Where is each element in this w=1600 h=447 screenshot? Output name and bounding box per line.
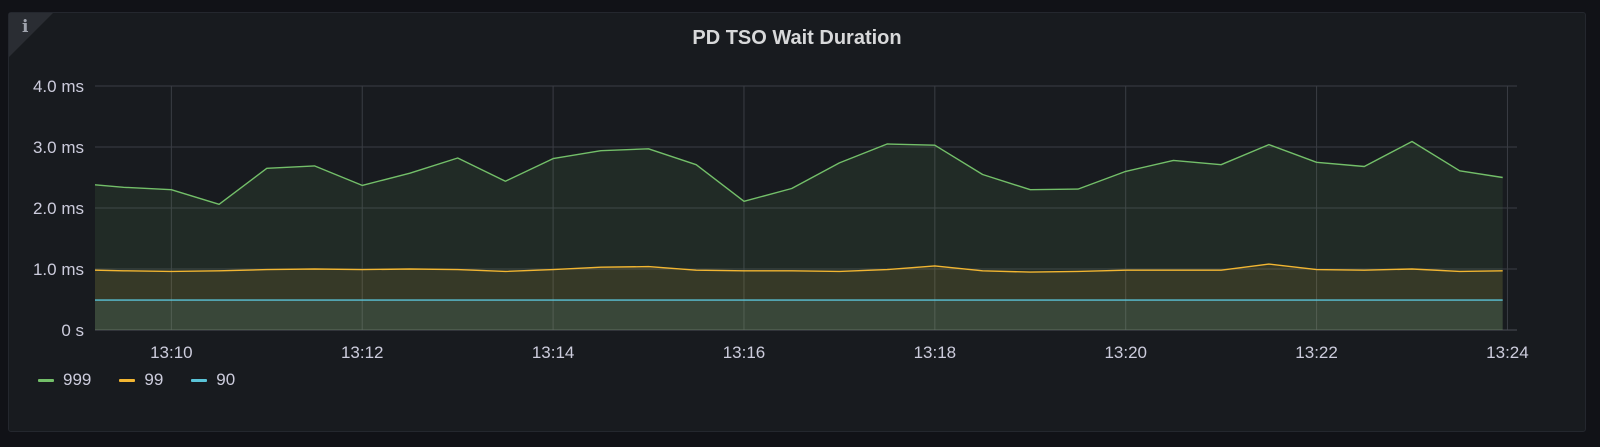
legend-swatch	[119, 378, 136, 382]
x-tick-label: 13:20	[1104, 343, 1147, 362]
x-tick-label: 13:12	[341, 343, 384, 362]
panel-info-corner[interactable]	[9, 13, 53, 57]
series-line-99[interactable]	[94, 263, 1503, 273]
y-tick-label: 2.0 ms	[33, 199, 84, 218]
y-tick-label: 4.0 ms	[33, 77, 84, 96]
x-tick-label: 13:10	[150, 343, 193, 362]
series-area-90	[95, 300, 1503, 330]
x-tick-label: 13:22	[1295, 343, 1338, 362]
legend-label: 99	[144, 370, 164, 389]
y-tick-label: 1.0 ms	[33, 260, 84, 279]
x-axis: 13:10 13:12 13:14 13:16 13:18 13:20 13:22 13:24	[150, 343, 1529, 362]
legend-item-99[interactable]: 99	[119, 370, 163, 390]
series-line-999[interactable]	[94, 140, 1503, 205]
y-tick-label: 0 s	[61, 321, 84, 340]
x-tick-label: 13:24	[1486, 343, 1529, 362]
info-icon[interactable]: i	[22, 17, 29, 37]
panel-title[interactable]: PD TSO Wait Duration	[692, 27, 902, 49]
x-tick-label: 13:14	[532, 343, 575, 362]
legend: 999 99 90	[38, 370, 235, 390]
series-area-999	[95, 141, 1503, 330]
chart-grid	[95, 85, 1517, 331]
x-tick-label: 13:16	[723, 343, 766, 362]
graph-panel: i PD TSO Wait Duration	[8, 12, 1586, 432]
legend-swatch	[38, 378, 54, 382]
y-axis: 0 s 1.0 ms 2.0 ms 3.0 ms 4.0 ms	[33, 77, 84, 340]
legend-label: 90	[216, 370, 236, 389]
legend-swatch	[191, 378, 208, 382]
legend-label: 999	[63, 370, 92, 389]
series-area-99	[95, 264, 1503, 330]
chart-series-lines	[94, 140, 1503, 301]
legend-item-90[interactable]: 90	[191, 370, 235, 390]
y-tick-label: 3.0 ms	[33, 138, 84, 157]
x-tick-label: 13:18	[914, 343, 957, 362]
chart-area-fills	[95, 141, 1503, 330]
legend-item-999[interactable]: 999	[38, 370, 91, 390]
